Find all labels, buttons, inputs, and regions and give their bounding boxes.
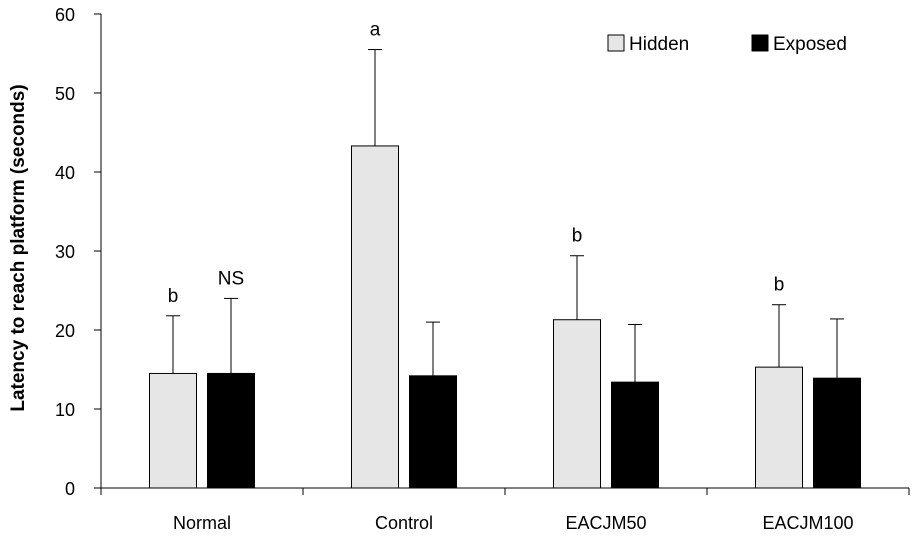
significance-label: b bbox=[572, 226, 583, 247]
bar-exposed-normal bbox=[207, 372, 255, 489]
y-tick-label: 40 bbox=[55, 163, 75, 183]
y-tick-label: 60 bbox=[55, 5, 75, 25]
x-tick-label: Normal bbox=[173, 513, 231, 533]
bar-exposed-eacjm100 bbox=[813, 377, 861, 489]
bar-hidden-eacjm100 bbox=[755, 366, 803, 489]
axes-layer bbox=[94, 13, 910, 495]
y-tick-label: 30 bbox=[55, 242, 75, 262]
legend-label-exposed: Exposed bbox=[773, 34, 847, 55]
y-tick-label: 10 bbox=[55, 400, 75, 420]
labels-layer: b NS Normal a Control b EACJM50 b EACJM100 0 10 20 3… bbox=[55, 5, 854, 533]
legend: Hidden Exposed bbox=[607, 34, 847, 55]
bar-hidden-control bbox=[351, 145, 399, 489]
bar-hidden-eacjm50 bbox=[553, 319, 601, 489]
y-tick-label: 50 bbox=[55, 84, 75, 104]
y-tick-label: 20 bbox=[55, 321, 75, 341]
significance-label: b bbox=[774, 275, 785, 296]
bar-hidden-normal bbox=[149, 372, 197, 489]
y-tick-label: 0 bbox=[65, 479, 75, 499]
x-tick-label: Control bbox=[375, 513, 433, 533]
y-axis-title: Latency to reach platform (seconds) bbox=[8, 84, 29, 411]
legend-swatch-exposed bbox=[751, 34, 769, 52]
significance-label: NS bbox=[218, 268, 244, 289]
bars-layer bbox=[149, 145, 861, 489]
error-bars-layer bbox=[166, 49, 844, 383]
legend-label-hidden: Hidden bbox=[629, 34, 689, 55]
bar-exposed-eacjm50 bbox=[611, 381, 659, 489]
legend-swatch-hidden bbox=[607, 34, 625, 52]
significance-label: a bbox=[370, 20, 381, 41]
bar-exposed-control bbox=[409, 375, 457, 489]
x-tick-label: EACJM50 bbox=[565, 513, 646, 533]
x-tick-label: EACJM100 bbox=[762, 513, 853, 533]
significance-label: b bbox=[168, 286, 179, 307]
